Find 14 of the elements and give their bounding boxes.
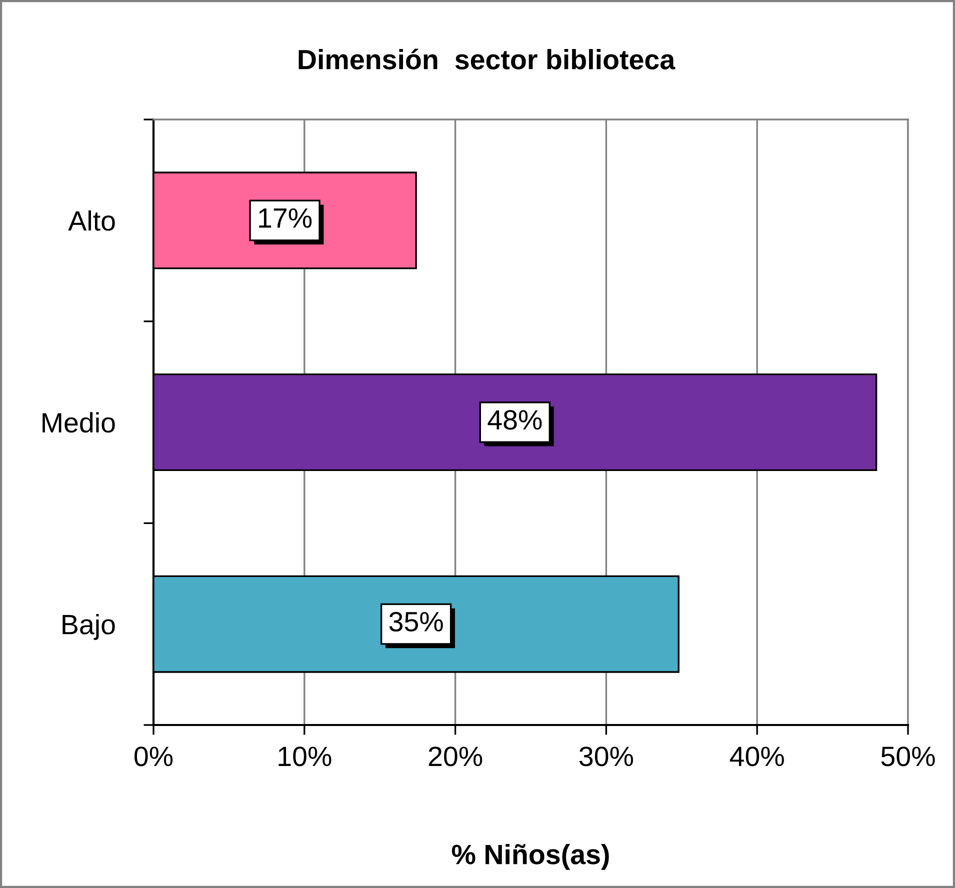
y-tick-label: Bajo xyxy=(62,614,115,640)
y-tick-label: Alto xyxy=(68,210,115,231)
chart-title: Dimensión sector biblioteca xyxy=(298,48,676,70)
y-tick-label: Medio xyxy=(42,412,115,433)
x-tick-label: 20% xyxy=(428,746,482,766)
data-label: 35% xyxy=(389,612,443,632)
x-tick-label: 30% xyxy=(579,746,634,766)
data-label: 17% xyxy=(259,208,312,228)
data-label: 48% xyxy=(488,410,542,430)
x-tick-label: 0% xyxy=(134,746,173,766)
x-tick-label: 40% xyxy=(730,746,784,766)
x-tick-label: 50% xyxy=(881,746,935,766)
x-axis-title: % Niños(as) xyxy=(452,844,609,870)
x-tick-label: 10% xyxy=(278,746,332,766)
